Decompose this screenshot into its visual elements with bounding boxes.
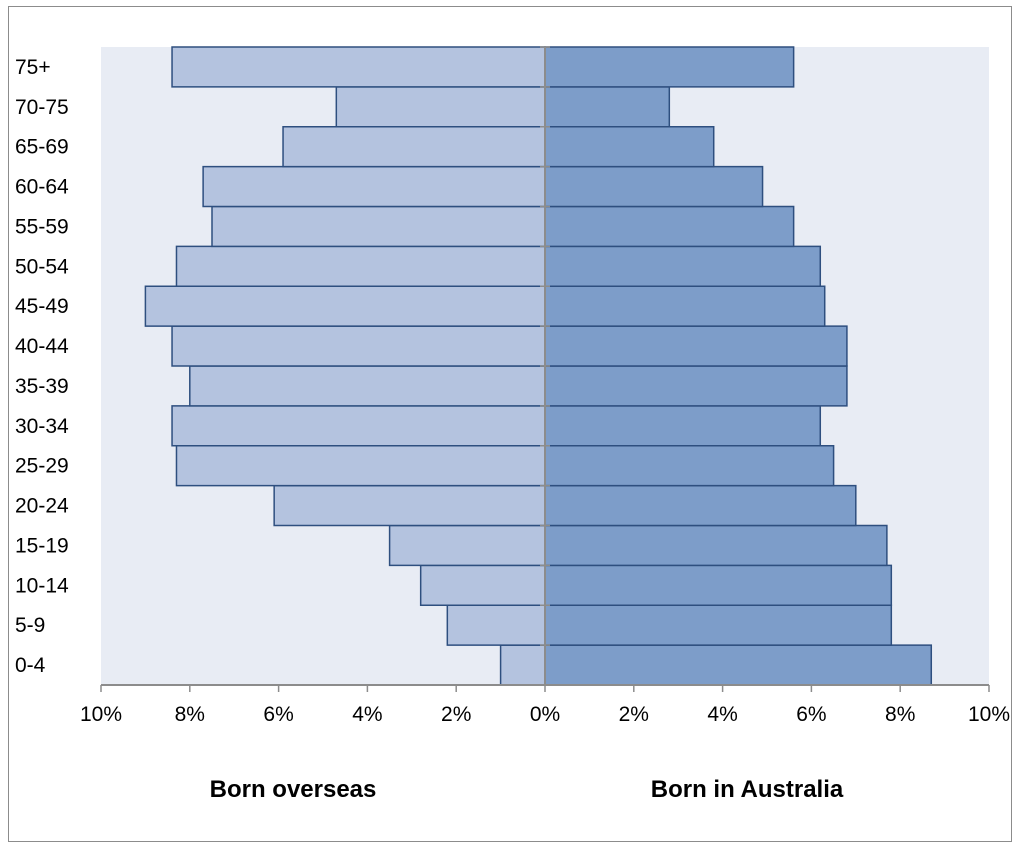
x-tick-label: 2%: [619, 703, 649, 726]
age-group-label: 0-4: [15, 654, 46, 677]
x-tick-label: 8%: [885, 703, 915, 726]
x-tick-label: 0%: [530, 703, 560, 726]
bar-born-in-australia: [544, 644, 933, 686]
bar-born-in-australia: [544, 484, 857, 527]
bar-born-in-australia: [544, 46, 795, 88]
bar-born-in-australia: [544, 245, 822, 287]
bar-born-in-australia: [544, 564, 893, 606]
bar-born-overseas: [273, 484, 546, 527]
bar-born-in-australia: [544, 205, 795, 248]
bar-born-overseas: [211, 205, 546, 248]
age-group-label: 10-14: [15, 574, 69, 597]
bar-born-in-australia: [544, 325, 848, 367]
bar-born-overseas: [171, 46, 546, 88]
bar-born-overseas: [171, 405, 546, 447]
bar-born-in-australia: [544, 405, 822, 447]
age-group-label: 35-39: [15, 375, 69, 398]
bar-born-overseas: [144, 285, 546, 327]
chart-frame: 0-4 5-9 10-14 15-19 20-24 25-29 30-34 35-39 40-4…: [8, 6, 1012, 842]
group-label-left: Born overseas: [210, 776, 377, 803]
bar-born-overseas: [335, 86, 546, 128]
bar-born-in-australia: [544, 86, 671, 128]
age-group-label: 30-34: [15, 415, 69, 438]
age-group-label: 15-19: [15, 534, 69, 557]
bar-born-overseas: [175, 245, 546, 287]
bar-born-overseas: [499, 644, 546, 686]
population-pyramid-chart: 0-4 5-9 10-14 15-19 20-24 25-29 30-34 35-39 40-4…: [15, 46, 1010, 803]
age-group-label: 50-54: [15, 255, 69, 278]
bar-born-in-australia: [544, 165, 764, 208]
age-group-label: 25-29: [15, 455, 69, 478]
axes: [100, 46, 990, 692]
age-group-label: 45-49: [15, 295, 69, 318]
bar-born-in-australia: [544, 126, 715, 168]
bar-born-in-australia: [544, 365, 848, 407]
born-overseas-bars: [144, 46, 546, 686]
bar-born-in-australia: [544, 524, 888, 567]
age-group-label: 60-64: [15, 176, 69, 199]
age-group-label: 65-69: [15, 136, 69, 159]
x-tick-label: 6%: [796, 703, 826, 726]
x-tick-label: 2%: [441, 703, 471, 726]
x-tick-label: 10%: [80, 703, 122, 726]
x-tick-label: 4%: [352, 703, 382, 726]
age-group-label: 55-59: [15, 215, 69, 238]
x-tick-label: 10%: [968, 703, 1010, 726]
bar-born-in-australia: [544, 285, 826, 327]
bar-born-overseas: [202, 165, 546, 208]
bar-born-overseas: [282, 126, 546, 168]
age-group-label: 20-24: [15, 495, 69, 518]
bar-born-in-australia: [544, 604, 893, 646]
age-group-label: 70-75: [15, 96, 69, 119]
bar-born-overseas: [189, 365, 546, 407]
x-tick-labels: 10% 8% 6% 4% 2% 0% 2% 4% 6% 8% 10%: [80, 703, 1010, 726]
x-tick-label: 4%: [707, 703, 737, 726]
age-group-label: 5-9: [15, 614, 45, 637]
bar-born-overseas: [171, 325, 546, 367]
bar-born-overseas: [419, 564, 546, 606]
x-tick-label: 6%: [263, 703, 293, 726]
x-tick-label: 8%: [175, 703, 205, 726]
group-label-right: Born in Australia: [651, 776, 844, 803]
age-group-labels: 0-4 5-9 10-14 15-19 20-24 25-29 30-34 35-39 40-4…: [15, 56, 69, 677]
age-group-label: 75+: [15, 56, 51, 79]
bar-born-overseas: [446, 604, 546, 646]
age-group-label: 40-44: [15, 335, 69, 358]
bar-born-overseas: [175, 445, 546, 487]
bar-born-in-australia: [544, 445, 835, 487]
bar-born-overseas: [388, 524, 546, 567]
